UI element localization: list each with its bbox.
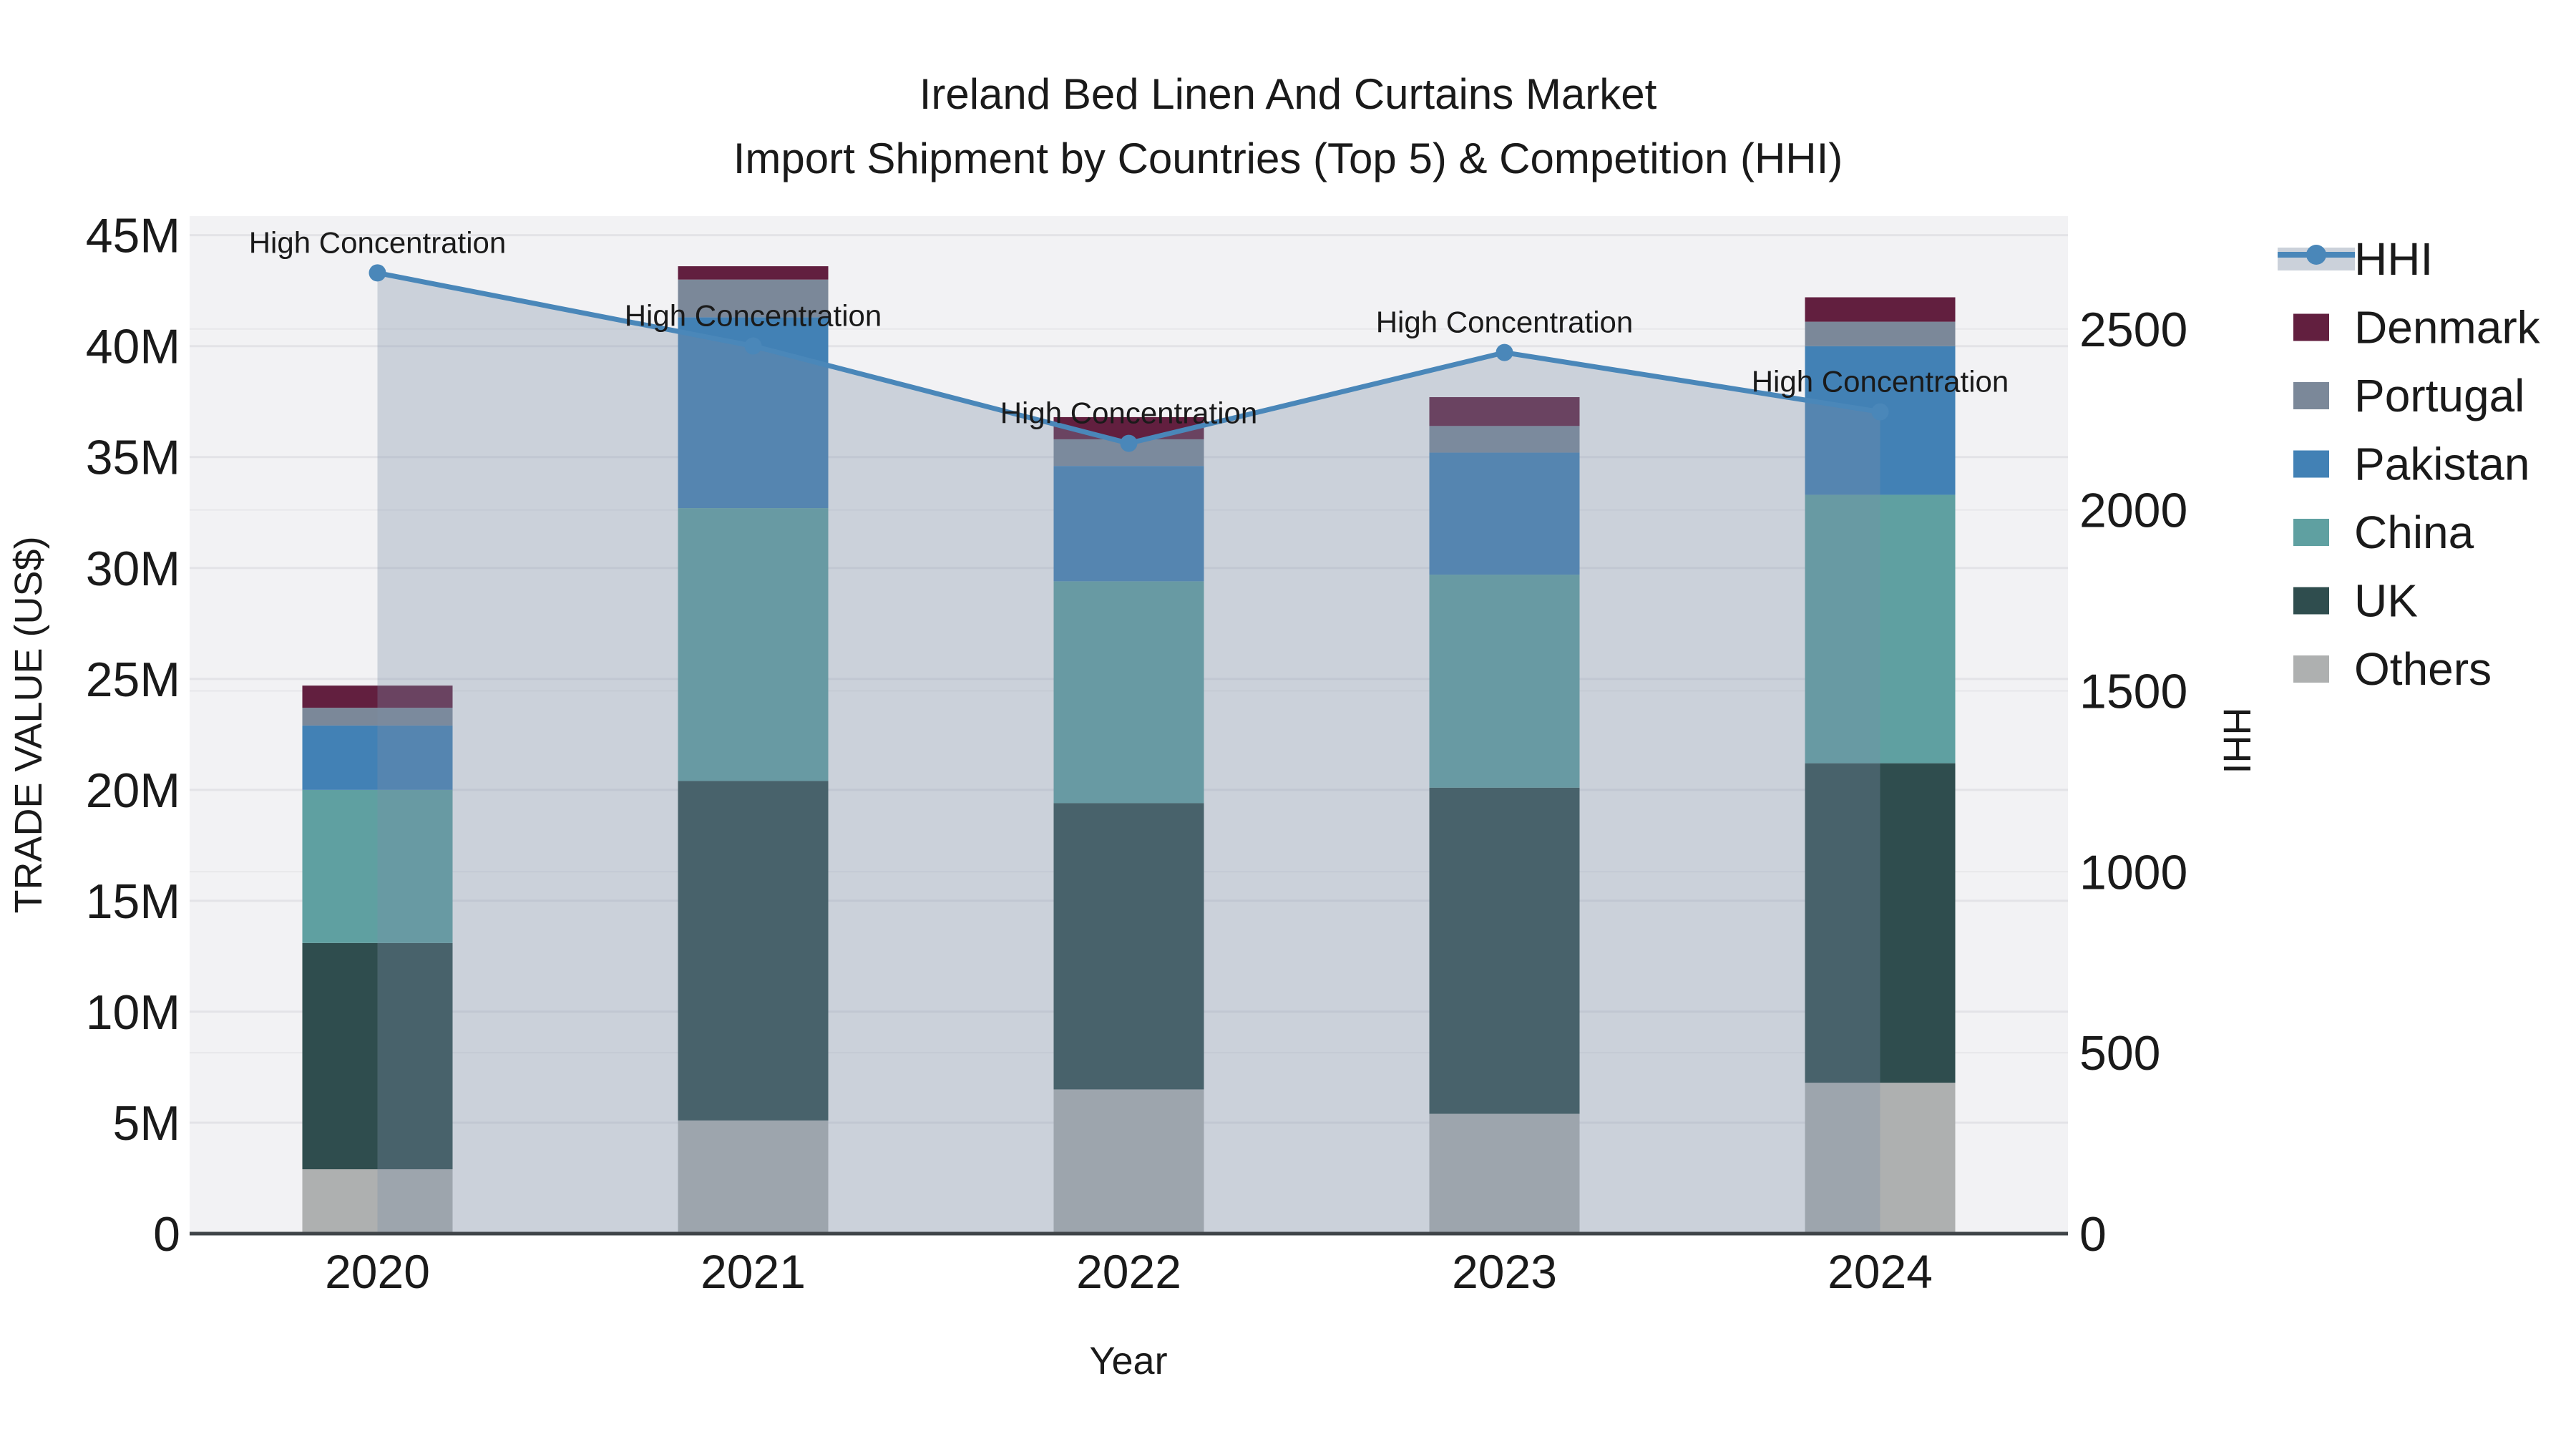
legend-item-denmark[interactable]: Denmark <box>2293 302 2541 353</box>
y-axis-right-title: HHI <box>2215 708 2258 774</box>
bar-segment-2021-portugal[interactable] <box>678 279 829 318</box>
bar-segment-2022-uk[interactable] <box>1053 803 1204 1090</box>
bar-segment-2024-uk[interactable] <box>1805 763 1956 1083</box>
legend-item-uk[interactable]: UK <box>2293 575 2418 627</box>
legend-swatch-denmark <box>2293 313 2329 341</box>
hhi-marker-2023[interactable] <box>1496 343 1513 361</box>
annotation-2022: High Concentration <box>1000 396 1258 430</box>
y-axis-right-ticks: 0 500 1000 1500 2000 2500 <box>2079 303 2187 1262</box>
x-tick-2021: 2021 <box>701 1245 806 1298</box>
hhi-marker-2024[interactable] <box>1871 403 1889 421</box>
bar-segment-2024-denmark[interactable] <box>1805 297 1956 322</box>
y-left-tick-5M: 5M <box>113 1096 180 1151</box>
legend-swatch-china <box>2293 519 2329 546</box>
y-left-tick-20M: 20M <box>86 763 180 818</box>
y-right-tick-1000: 1000 <box>2079 845 2187 899</box>
legend-swatch-others <box>2293 655 2329 683</box>
bar-segment-2022-others[interactable] <box>1053 1089 1204 1234</box>
bar-segment-2023-uk[interactable] <box>1429 787 1580 1114</box>
y-right-tick-0: 0 <box>2079 1207 2107 1262</box>
legend-label-hhi: HHI <box>2354 233 2433 285</box>
y-axis-left-title: TRADE VALUE (US$) <box>7 536 50 913</box>
bar-segment-2020-denmark[interactable] <box>302 686 453 708</box>
legend-label-china: China <box>2354 507 2474 558</box>
legend-item-portugal[interactable]: Portugal <box>2293 370 2524 421</box>
bar-segment-2024-china[interactable] <box>1805 494 1956 763</box>
legend-item-others[interactable]: Others <box>2293 643 2492 695</box>
annotation-2023: High Concentration <box>1376 306 1634 339</box>
bar-segment-2020-china[interactable] <box>302 789 453 943</box>
bar-segment-2020-uk[interactable] <box>302 942 453 1170</box>
x-tick-2023: 2023 <box>1452 1245 1557 1298</box>
bar-segment-2020-portugal[interactable] <box>302 708 453 726</box>
legend-label-portugal: Portugal <box>2354 370 2524 421</box>
y-left-tick-35M: 35M <box>86 431 180 485</box>
x-axis-ticks: 2020 2021 2022 2023 2024 <box>325 1245 1933 1298</box>
bar-segment-2021-others[interactable] <box>678 1120 829 1234</box>
legend-item-pakistan[interactable]: Pakistan <box>2293 439 2529 490</box>
hhi-markers <box>369 264 1889 452</box>
chart-title-line2: Import Shipment by Countries (Top 5) & C… <box>733 135 1843 182</box>
hhi-marker-2021[interactable] <box>744 337 762 355</box>
legend-swatch-portugal <box>2293 382 2329 409</box>
legend-item-hhi[interactable]: HHI <box>2278 233 2433 285</box>
y-left-tick-40M: 40M <box>86 320 180 374</box>
bar-segment-2023-denmark[interactable] <box>1429 397 1580 426</box>
hhi-area-polygon <box>377 273 1880 1234</box>
bar-segment-2021-denmark[interactable] <box>678 266 829 280</box>
annotation-2021: High Concentration <box>625 299 882 333</box>
y-left-tick-25M: 25M <box>86 653 180 707</box>
y-left-tick-45M: 45M <box>86 209 180 263</box>
annotation-2024: High Concentration <box>1752 365 2009 399</box>
bar-segment-2021-china[interactable] <box>678 508 829 781</box>
legend-label-denmark: Denmark <box>2354 302 2541 353</box>
x-axis-title: Year <box>1089 1340 1167 1382</box>
legend-swatch-pakistan <box>2293 450 2329 478</box>
hhi-marker-2022[interactable] <box>1120 434 1138 452</box>
bar-segment-2023-others[interactable] <box>1429 1113 1580 1234</box>
annotation-2020: High Concentration <box>249 225 507 259</box>
y-left-tick-10M: 10M <box>86 985 180 1040</box>
y-right-tick-1500: 1500 <box>2079 664 2187 718</box>
chart-title-line1: Ireland Bed Linen And Curtains Market <box>919 70 1657 118</box>
y-left-tick-0: 0 <box>153 1207 180 1262</box>
bar-segment-2022-china[interactable] <box>1053 581 1204 804</box>
bar-segment-2023-china[interactable] <box>1429 575 1580 788</box>
bar-segment-2020-others[interactable] <box>302 1169 453 1234</box>
bar-segment-2023-portugal[interactable] <box>1429 426 1580 453</box>
bar-segment-2024-portugal[interactable] <box>1805 321 1956 346</box>
legend: HHI Denmark Portugal Pakistan China UK Others <box>2278 233 2541 695</box>
hhi-marker-2020[interactable] <box>369 264 386 282</box>
x-tick-2024: 2024 <box>1828 1245 1933 1298</box>
bar-segment-2022-pakistan[interactable] <box>1053 466 1204 582</box>
bar-segment-2024-others[interactable] <box>1805 1083 1956 1234</box>
legend-label-uk: UK <box>2354 575 2418 627</box>
annotations-group: High Concentration High Concentration High… <box>249 225 2009 429</box>
bar-segment-2021-uk[interactable] <box>678 781 829 1121</box>
bar-segment-2023-pakistan[interactable] <box>1429 452 1580 575</box>
y-left-tick-30M: 30M <box>86 542 180 596</box>
legend-label-pakistan: Pakistan <box>2354 439 2529 490</box>
x-tick-2020: 2020 <box>325 1245 430 1298</box>
legend-label-others: Others <box>2354 643 2492 695</box>
y-left-tick-15M: 15M <box>86 874 180 929</box>
x-tick-2022: 2022 <box>1076 1245 1181 1298</box>
legend-swatch-uk <box>2293 587 2329 615</box>
hhi-area-fill <box>377 273 1880 1234</box>
bar-segment-2020-pakistan[interactable] <box>302 725 453 790</box>
bars-group <box>302 266 1956 1234</box>
legend-hhi-marker-icon <box>2306 245 2326 265</box>
y-right-tick-2000: 2000 <box>2079 484 2187 538</box>
legend-item-china[interactable]: China <box>2293 507 2474 558</box>
y-axis-left-ticks: 0 5M 10M 15M 20M 25M 30M 35M 40M 45M <box>86 209 180 1262</box>
y-right-tick-500: 500 <box>2079 1026 2160 1080</box>
y-right-tick-2500: 2500 <box>2079 303 2187 357</box>
